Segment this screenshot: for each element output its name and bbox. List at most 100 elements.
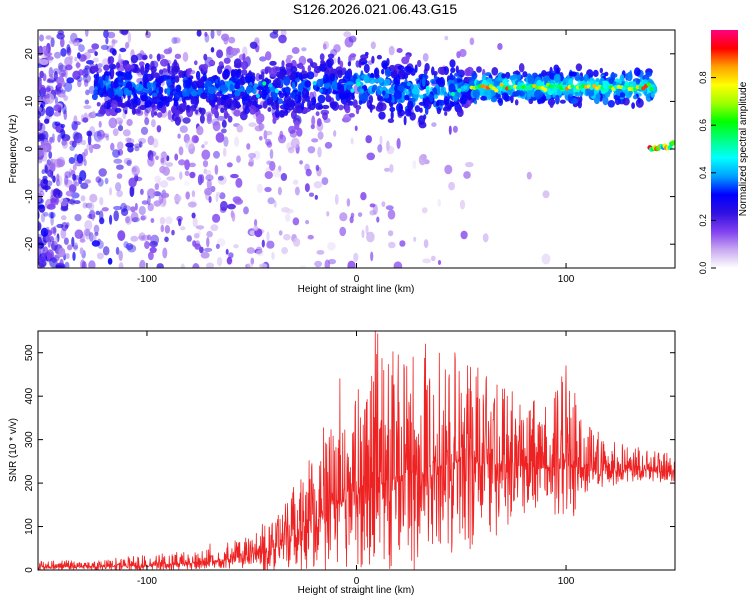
spectrogram-noise-blob (278, 34, 287, 44)
colorbar: 0.0 0.2 0.4 0.6 0.8 Normalized spectral ampl… (698, 30, 749, 274)
spectrogram-ridge-blob (235, 70, 240, 77)
spectrogram-ridge-blob (404, 71, 411, 76)
spectrogram-ridge-blob (390, 110, 394, 120)
spectrogram-ridge-blob (595, 77, 600, 82)
spectrogram-noise-blob (277, 186, 282, 196)
spectrogram-noise-blob (115, 246, 120, 255)
spectrogram-noise-blob (125, 41, 130, 49)
spectrogram-noise-blob (228, 252, 234, 259)
spectrogram-noise-blob (146, 234, 152, 241)
spectrogram-noise-blob (357, 212, 363, 218)
spectrogram-noise-blob (225, 248, 229, 255)
spectrogram-ridge-blob (577, 100, 582, 109)
spectrogram-ridge-blob (532, 72, 538, 78)
spectrogram-noise-blob (205, 174, 214, 181)
spectrogram-noise-blob (99, 210, 104, 221)
spectrogram-ridge-blob (215, 79, 219, 84)
spectrogram-noise-blob (62, 104, 67, 115)
spectrogram-noise-blob (324, 141, 333, 149)
spectrogram-ridge-blob (337, 88, 345, 95)
spectrogram-ridge-blob (199, 114, 205, 124)
spectrogram-ridge-blob (284, 92, 288, 98)
spectrogram-ridge-blob (474, 99, 477, 105)
spectrogram-core-blob (312, 81, 317, 86)
spectrogram-ridge-blob (191, 80, 199, 90)
spectrogram-noise-blob (71, 236, 75, 247)
y-tick-label: 200 (24, 474, 35, 491)
spectrogram-ridge-blob (455, 65, 459, 74)
spectrogram-noise-blob (52, 188, 61, 198)
spectrogram-ridge-blob (262, 101, 268, 109)
spectrogram-noise-blob (53, 236, 59, 246)
spectrogram-noise-blob (55, 194, 59, 206)
spectrogram-ridge-blob (157, 100, 164, 109)
spectrogram-noise-blob (360, 192, 367, 201)
spectrogram-ridge-blob (337, 69, 343, 79)
spectrogram-noise-blob (56, 83, 62, 90)
spectrogram-noise-blob (124, 110, 128, 115)
spectrogram-noise-blob (82, 74, 92, 83)
spectrogram-ridge-blob (196, 125, 204, 136)
spectrogram-noise-blob (66, 44, 71, 54)
spectrogram-ridge-blob (418, 115, 426, 125)
spectrogram-noise-blob (463, 171, 471, 179)
spectrogram-ridge-blob (534, 89, 542, 100)
spectrogram-noise-blob (228, 36, 236, 44)
spectrogram-noise-blob (70, 198, 76, 206)
spectrogram-core-blob (274, 88, 279, 94)
spectrogram-ridge-blob (111, 69, 115, 77)
spectrogram-noise-blob (84, 179, 92, 184)
spectrogram-ridge-blob (559, 99, 566, 104)
spectrogram-noise-blob (253, 150, 261, 160)
spectrogram-ridge-blob (297, 91, 302, 96)
spectrogram-ridge-blob (268, 67, 277, 78)
spectrogram-ridge-blob (193, 98, 198, 109)
spectrogram-ridge-blob (373, 78, 378, 83)
spectrogram-noise-blob (64, 67, 68, 79)
spectrogram-noise-blob (116, 164, 124, 170)
spectrogram-ridge-blob (175, 84, 182, 92)
spectrogram-ridge-blob (448, 125, 452, 135)
spectrogram-noise-blob (109, 47, 116, 54)
spectrogram-noise-blob (304, 163, 310, 172)
spectrogram-noise-blob (97, 178, 104, 187)
spectrogram-ridge-blob (374, 73, 380, 79)
spectrogram-noise-blob (285, 213, 291, 222)
spectrogram-noise-blob (72, 251, 76, 261)
colorbar-tick-label: 0.6 (698, 119, 708, 132)
spectrogram-noise-blob (221, 128, 227, 134)
spectrogram-noise-blob (67, 244, 73, 251)
spectrogram-ridge-blob (486, 77, 493, 84)
spectrogram-noise-blob (93, 224, 100, 234)
spectrogram-ridge-blob (183, 96, 191, 101)
spectrogram-noise-blob (178, 146, 184, 156)
spectrogram-noise-blob (376, 216, 380, 223)
spectrogram-noise-blob (94, 51, 98, 57)
spectrogram-ridge-blob (105, 74, 109, 83)
spectrogram-noise-blob (299, 160, 303, 165)
spectrogram-ridge-blob (310, 97, 317, 105)
spectrogram-noise-blob (235, 177, 243, 188)
spectrogram-ridge-blob (135, 83, 143, 92)
spectrogram-noise-blob (448, 181, 455, 191)
spectrogram-ridge-blob (465, 100, 472, 107)
spectrogram-noise-blob (180, 263, 185, 268)
spectrogram-ridge-blob (142, 54, 148, 60)
spectrogram-noise-blob (48, 171, 53, 178)
spectrogram-ridge-blob (352, 99, 358, 108)
spectrogram-noise-blob (281, 207, 290, 213)
spectrogram-noise-blob (46, 79, 55, 84)
spectrogram-ridge-blob (227, 115, 233, 123)
spectrogram-noise-blob (469, 37, 475, 46)
spectrogram-noise-blob (141, 200, 149, 205)
spectrogram-noise-blob (83, 105, 92, 110)
spectrogram-noise-blob (38, 204, 44, 209)
spectrogram-ridge-blob (633, 94, 638, 100)
spectrogram-ridge-blob (259, 123, 265, 130)
spectrogram-noise-blob (82, 67, 89, 79)
spectrogram-ridge-blob (338, 104, 344, 111)
spectrogram-noise-blob (130, 206, 136, 213)
spectrogram-noise-blob (348, 35, 357, 43)
spectrogram-noise-blob (50, 227, 57, 234)
spectrogram-ridge-blob (563, 90, 569, 96)
